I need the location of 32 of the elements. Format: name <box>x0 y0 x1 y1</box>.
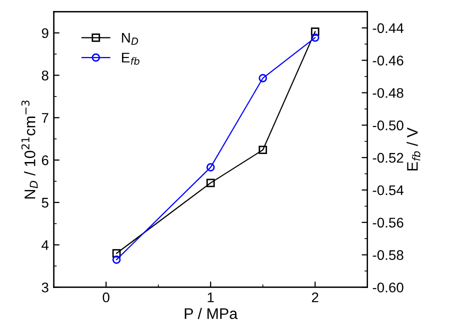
y2-axis-title: E$_{fb}$ / V <box>406 127 420 170</box>
x-tick-label: 1 <box>208 292 214 302</box>
y-tick-label: 3 <box>42 282 48 292</box>
point <box>258 146 268 154</box>
y2-tick-label: -0.56 <box>372 218 404 228</box>
point <box>112 249 121 258</box>
y2-tick-label: -0.50 <box>372 120 404 130</box>
x-tick-label: 0 <box>102 292 110 302</box>
point <box>258 74 268 82</box>
y-axis-title: N$_{D}$ / 10$^{21}$cm$^{−3}$ <box>21 100 38 198</box>
y2-tick-label: -0.58 <box>372 250 404 260</box>
y-tick-label: 5 <box>42 198 48 208</box>
y2-tick-label: -0.54 <box>372 185 404 196</box>
y2-tick-label: -0.60 <box>372 282 404 292</box>
point <box>112 256 121 264</box>
point <box>310 27 320 36</box>
y2-tick-label: -0.48 <box>372 88 404 98</box>
y2-tick-label: -0.52 <box>372 152 404 163</box>
x-tick-label: 2 <box>312 292 318 302</box>
y2-tick-label: -0.44 <box>372 23 404 34</box>
legend-label: E$_{fb}$ <box>122 52 140 65</box>
y-tick-label: 4 <box>42 240 49 250</box>
point <box>310 33 320 42</box>
legend-label: N$_{D}$ <box>122 32 138 45</box>
y-tick-label: 8 <box>42 70 48 80</box>
y-tick-label: 9 <box>42 28 48 38</box>
y-tick-label: 7 <box>42 113 48 123</box>
point <box>206 178 215 188</box>
x-axis-title: P / MPa <box>184 308 238 320</box>
y-tick-label: 6 <box>42 155 48 166</box>
y2-tick-label: -0.46 <box>372 56 404 66</box>
point <box>206 163 215 172</box>
